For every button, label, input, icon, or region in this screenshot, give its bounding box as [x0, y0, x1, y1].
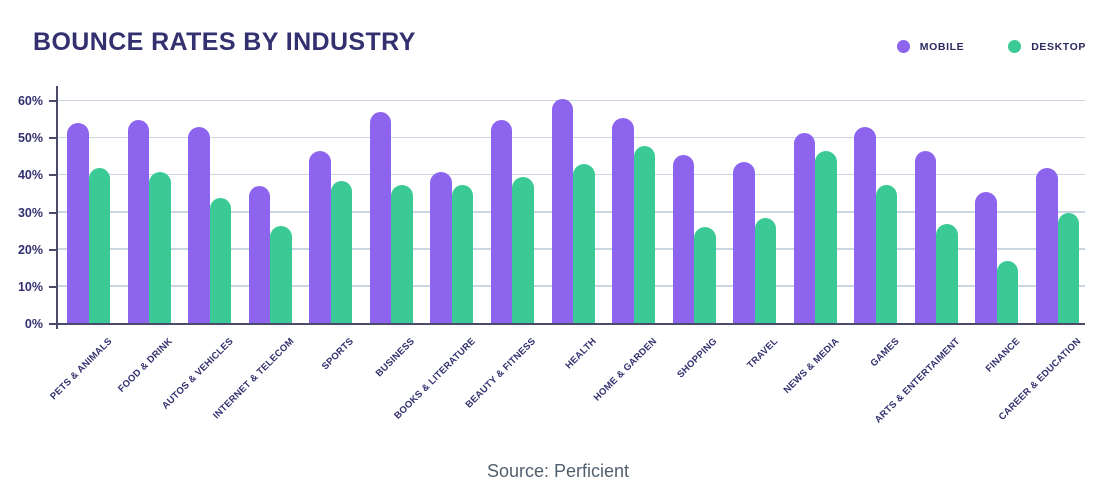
y-axis-tick-0%: [49, 323, 57, 325]
bar-group-autos-vehicles: AUTOS & VEHICLES: [160, 88, 235, 412]
desktop-bar: [936, 223, 958, 324]
plot-area: PETS & ANIMALS FOOD & DRINK AUTOS & VEHICL…: [18, 86, 1085, 425]
desktop-bar: [512, 177, 534, 324]
y-axis-tick-40%: [49, 174, 57, 177]
desktop-bar: [88, 167, 110, 324]
desktop-bar: [451, 184, 474, 324]
x-axis-label: BUSINESS: [373, 336, 418, 380]
y-axis-tick-50%: [49, 137, 57, 140]
x-axis-label: SHOPPING: [675, 336, 720, 381]
legend-label-desktop: DESKTOP: [1031, 40, 1086, 53]
x-axis-label: TRAVEL: [745, 336, 781, 372]
legend-item-desktop: DESKTOP: [1008, 40, 1086, 53]
x-axis-label: GAMES: [868, 336, 902, 370]
bar-group-internet-telecom: INTERNET & TELECOM: [211, 88, 296, 421]
y-axis-line: [56, 86, 58, 329]
bar-group-games: GAMES: [854, 88, 902, 369]
bar-group-finance: FINANCE: [975, 88, 1023, 375]
x-axis-line: [57, 323, 1085, 325]
mobile-bar: [248, 186, 271, 324]
bar-group-home-garden: HOME & GARDEN: [592, 88, 659, 403]
desktop-bar: [149, 171, 171, 324]
bar-group-career-education: CAREER & EDUCATION: [997, 88, 1083, 423]
y-axis-label-10%: 10%: [17, 279, 43, 294]
y-axis-tick-60%: [49, 100, 57, 102]
mobile-bar: [188, 127, 210, 324]
bar-group-health: HEALTH: [551, 88, 599, 371]
mobile-bar: [369, 112, 392, 324]
mobile-bar: [854, 127, 876, 324]
desktop-legend-dot-icon: [1008, 40, 1022, 53]
bar-group-pets-animals: PETS & ANIMALS: [48, 88, 114, 402]
mobile-bar: [551, 99, 573, 324]
bar-group-arts-entertaiment: ARTS & ENTERTAIMENT: [873, 88, 962, 425]
x-axis-label: HEALTH: [563, 336, 599, 372]
x-axis-label: PETS & ANIMALS: [48, 336, 115, 403]
mobile-bar: [127, 119, 150, 324]
desktop-bar: [391, 184, 413, 324]
desktop-bar: [815, 151, 837, 324]
y-axis-label-60%: 60%: [17, 94, 43, 108]
y-axis-label-40%: 40%: [17, 168, 43, 183]
y-axis-label-20%: 20%: [17, 242, 43, 257]
desktop-bar: [754, 218, 777, 324]
desktop-bar: [270, 225, 292, 324]
bar-group-beauty-fitness: BEAUTY & FITNESS: [464, 88, 538, 410]
bar-group-business: BUSINESS: [369, 88, 417, 379]
bar-group-news-media: NEWS & MEDIA: [781, 88, 841, 396]
source-text: Source: Perficient: [486, 461, 630, 481]
bar-group-sports: SPORTS: [309, 88, 357, 372]
mobile-bar: [67, 123, 89, 324]
y-axis-tick-30%: [49, 211, 57, 214]
desktop-bar: [694, 227, 716, 324]
y-axis-label-30%: 30%: [17, 205, 43, 220]
desktop-bar: [633, 145, 656, 324]
x-axis-label: NEWS & MEDIA: [781, 336, 842, 396]
desktop-bar: [330, 180, 353, 324]
mobile-bar: [1036, 167, 1058, 324]
mobile-bar: [914, 151, 937, 324]
page-title: BOUNCE RATES BY INDUSTRY: [33, 28, 416, 56]
legend-label-mobile: MOBILE: [919, 40, 965, 53]
desktop-bar: [209, 197, 232, 324]
mobile-legend-dot-icon: [896, 40, 910, 53]
desktop-bar: [875, 184, 898, 324]
mobile-bar: [309, 151, 331, 324]
desktop-bar: [573, 164, 595, 324]
mobile-bar: [793, 132, 816, 324]
gridline-60%: [57, 99, 1085, 101]
bar-group-travel: TRAVEL: [733, 88, 780, 371]
bar-group-books-literature: BOOKS & LITERATURE: [392, 88, 478, 422]
mobile-bar: [430, 171, 452, 324]
legend: MOBILE DESKTOP: [896, 40, 1086, 53]
bar-group-shopping: SHOPPING: [672, 88, 720, 380]
y-axis-tick-20%: [49, 248, 57, 251]
x-axis-label: SPORTS: [320, 336, 357, 373]
x-axis-label: FOOD & DRINK: [116, 336, 175, 395]
x-axis-label: HOME & GARDEN: [591, 336, 660, 404]
y-axis-label-0%: 0%: [24, 317, 43, 331]
bar-group-food-drink: FOOD & DRINK: [116, 88, 175, 395]
bar-groups: PETS & ANIMALS FOOD & DRINK AUTOS & VEHICL…: [48, 88, 1083, 425]
desktop-bar: [1057, 212, 1079, 324]
mobile-bar: [612, 117, 634, 324]
desktop-bar: [996, 260, 1019, 324]
mobile-bar: [975, 192, 997, 324]
x-axis-label: FINANCE: [984, 336, 1023, 375]
mobile-bar: [672, 154, 695, 324]
mobile-bar: [490, 119, 513, 324]
legend-item-mobile: MOBILE: [896, 40, 965, 53]
y-axis-label-50%: 50%: [17, 131, 43, 146]
y-axis-tick-10%: [49, 285, 57, 288]
x-axis-label: BEAUTY & FITNESS: [463, 336, 539, 411]
mobile-bar: [733, 162, 755, 324]
